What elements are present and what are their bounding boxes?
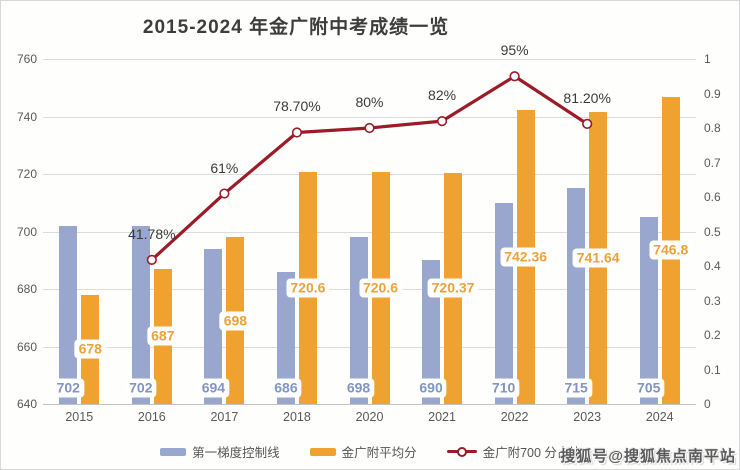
average-score-value-label: 720.37 [427, 278, 479, 298]
y-axis-left-tick: 740 [16, 109, 37, 124]
line-percent-label: 82% [428, 87, 457, 104]
gridline [43, 404, 696, 405]
control-line-value-label: 715 [560, 378, 592, 398]
y-axis-right-tick: 0.7 [704, 155, 721, 170]
y-axis-left-tick: 660 [16, 339, 37, 354]
y-axis-right-tick: 1 [704, 52, 711, 66]
chart-title: 2015-2024 年金广附中考成绩一览 [142, 17, 450, 38]
legend-label: 金广附平均分 [341, 446, 417, 460]
x-axis-label: 2024 [645, 410, 674, 424]
y-axis-left-tick: 760 [16, 52, 37, 66]
line-marker [291, 127, 303, 138]
line-marker [509, 71, 520, 82]
line-marker [219, 188, 230, 199]
watermark: 搜狐号@搜狐焦点南平站 [560, 448, 736, 465]
y-axis-left-tick: 720 [16, 167, 37, 181]
y-axis-right-tick: 0.6 [704, 190, 721, 204]
bar-control-line [59, 225, 78, 404]
bar-control-line [567, 188, 586, 404]
y-axis-right-tick: 0.8 [704, 121, 721, 135]
y-axis-right-tick: 0 [704, 397, 711, 411]
legend-bar-swatch [309, 447, 336, 456]
control-line-value-label: 710 [487, 378, 520, 398]
legend-item[interactable]: 第一梯度控制线 [160, 442, 280, 461]
bar-control-line [494, 202, 513, 404]
line-percent-label: 81.20% [563, 89, 611, 106]
legend-bar-swatch [160, 447, 187, 456]
bar-control-line [639, 217, 658, 404]
line-marker [364, 122, 375, 134]
y-axis-left-tick: 640 [16, 397, 37, 411]
y-axis-right-tick: 0.1 [704, 362, 721, 377]
average-score-value-label: 742.36 [500, 247, 552, 267]
y-axis-right-tick: 0.9 [704, 86, 721, 101]
average-score-value-label: 741.64 [572, 248, 624, 268]
x-axis-label: 2015 [65, 410, 94, 424]
y-axis-right-tick: 0.3 [704, 293, 721, 308]
control-line-value-label: 694 [197, 378, 230, 398]
line-marker [436, 115, 448, 127]
average-score-value-label: 720.6 [358, 278, 403, 298]
bar-control-line [276, 271, 295, 404]
legend: 第一梯度控制线 金广附平均分 金广附700 分占比 [1, 442, 739, 461]
legend-label: 金广附700 分占比 [482, 446, 582, 460]
legend-line-marker-dot [456, 446, 467, 457]
control-line-value-label: 690 [415, 378, 447, 398]
x-axis-label: 2018 [283, 410, 311, 424]
x-axis-label: 2016 [137, 410, 166, 424]
x-axis-label: 2017 [210, 410, 239, 424]
control-line-value-label: 698 [342, 378, 375, 398]
y-axis-right-tick: 0.5 [704, 224, 721, 239]
average-score-value-label: 678 [74, 339, 106, 359]
line-percent-label: 61% [210, 159, 239, 176]
gridline [43, 346, 696, 348]
gridline [43, 59, 696, 60]
average-score-value-label: 698 [219, 311, 252, 331]
control-line-value-label: 702 [125, 378, 157, 398]
line-percent-label: 78.70% [273, 98, 321, 115]
x-axis-label: 2021 [428, 410, 456, 424]
legend-item[interactable]: 金广附700 分占比 [446, 442, 582, 461]
control-line-value-label: 702 [52, 378, 84, 398]
average-score-value-label: 720.6 [286, 278, 330, 298]
average-score-value-label: 746.8 [649, 240, 693, 260]
x-axis-label: 2022 [500, 410, 529, 424]
bar-control-line [204, 248, 223, 404]
y-axis-left-tick: 700 [16, 224, 37, 239]
legend-label: 第一梯度控制线 [192, 446, 280, 460]
line-percent-label: 95% [500, 42, 529, 59]
y-axis-right-tick: 0.2 [704, 328, 721, 342]
control-line-value-label: 705 [633, 378, 665, 398]
y-axis-left-tick: 680 [16, 282, 37, 296]
line-percent-label: 41.78% [128, 225, 176, 242]
x-axis-label: 2020 [355, 410, 384, 424]
bar-control-line [131, 225, 150, 404]
control-line-value-label: 686 [270, 378, 302, 398]
legend-item[interactable]: 金广附平均分 [309, 442, 417, 461]
y-axis-right-tick: 0.4 [704, 259, 721, 273]
legend-line-swatch [446, 446, 477, 457]
line-percent-label: 80% [355, 94, 384, 110]
average-score-value-label: 687 [147, 326, 179, 346]
x-axis-label: 2023 [573, 410, 602, 424]
